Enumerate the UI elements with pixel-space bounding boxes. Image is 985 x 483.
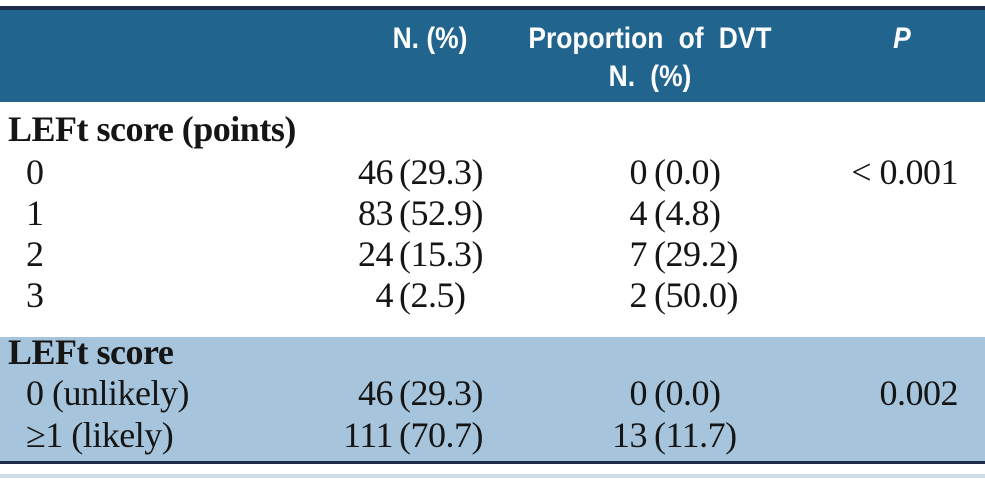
dvt-count: 4 [629, 193, 648, 233]
section-label: LEFt score [8, 332, 174, 372]
dvt-count: 0 [629, 373, 648, 413]
dvt-count: 0 [629, 152, 648, 192]
dvt-percent: (29.2) [654, 234, 738, 274]
col-header-n: N. (%) [392, 22, 468, 55]
bottom-edge-strip [0, 474, 985, 478]
n-percent: (15.3) [399, 234, 483, 274]
row-label: 0 [26, 152, 44, 192]
n-percent: (29.3) [399, 373, 483, 413]
n-count: 46 [358, 152, 394, 192]
row-label: 1 [26, 193, 44, 233]
n-percent: (29.3) [399, 152, 483, 192]
n-count: 24 [358, 234, 394, 274]
top-rule [0, 6, 985, 10]
n-count: 4 [375, 275, 394, 315]
row-label: ≥1 (likely) [26, 415, 174, 455]
dvt-count: 7 [629, 234, 648, 274]
table-row: 1 83 (52.9) 4 (4.8) [0, 195, 985, 235]
dvt-percent: (0.0) [654, 373, 721, 413]
section-header-row: LEFt score [0, 334, 985, 374]
highlighted-section-band [0, 337, 985, 464]
n-percent: (2.5) [399, 275, 466, 315]
row-label: 0 (unlikely) [26, 373, 189, 413]
n-percent: (70.7) [399, 415, 483, 455]
table-row: 2 24 (15.3) 7 (29.2) [0, 236, 985, 276]
p-value: 0.002 [879, 373, 959, 413]
n-count: 83 [358, 193, 394, 233]
row-label: 3 [26, 275, 44, 315]
table-row: 0 46 (29.3) 0 (0.0) < 0.001 [0, 154, 985, 194]
dvt-percent: (0.0) [654, 152, 721, 192]
table-header-band: N. (%) Proportion of DVT N. (%) P [0, 10, 985, 102]
p-value: < 0.001 [851, 152, 958, 192]
n-percent: (52.9) [399, 193, 483, 233]
dvt-count: 2 [629, 275, 648, 315]
dvt-count: 13 [612, 415, 648, 455]
dvt-percent: (11.7) [654, 415, 737, 455]
section-header-row: LEFt score (points) [0, 111, 985, 151]
table-row: 3 4 (2.5) 2 (50.0) [0, 277, 985, 317]
col-header-p: P [893, 22, 911, 55]
dvt-percent: (50.0) [654, 275, 738, 315]
row-label: 2 [26, 234, 44, 274]
n-count: 111 [343, 415, 393, 455]
section-label: LEFt score (points) [8, 109, 296, 149]
table-row: 0 (unlikely) 46 (29.3) 0 (0.0) 0.002 [0, 375, 985, 415]
dvt-percent: (4.8) [654, 193, 721, 233]
col-header-proportion-dvt: Proportion of DVT N. (%) [528, 22, 772, 93]
table-row: ≥1 (likely) 111 (70.7) 13 (11.7) [0, 417, 985, 457]
n-count: 46 [358, 373, 394, 413]
